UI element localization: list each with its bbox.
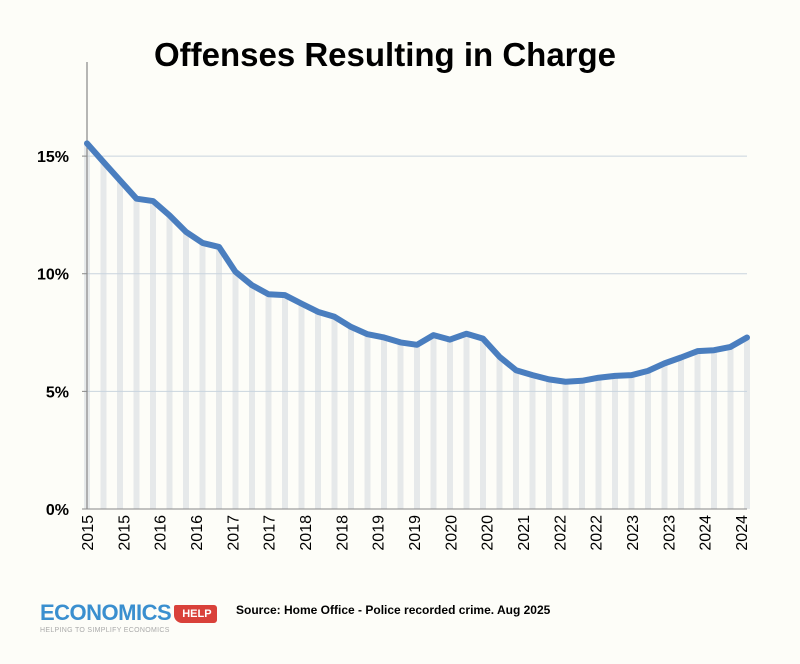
x-tick-label: 2021	[516, 515, 533, 551]
x-tick-label: 2018	[298, 515, 315, 551]
x-tick-label: 2020	[443, 515, 460, 551]
source-note: Source: Home Office - Police recorded cr…	[236, 603, 551, 617]
x-tick-label: 2020	[480, 515, 497, 551]
y-tick-label: 0%	[46, 502, 69, 519]
logo-badge: HELP	[174, 605, 217, 623]
chart-title: Offenses Resulting in Charge	[153, 36, 617, 73]
x-tick-label: 2022	[552, 515, 569, 551]
x-tick-label: 2019	[371, 515, 388, 551]
x-tick-label: 2017	[225, 515, 242, 551]
y-tick-label: 5%	[46, 384, 69, 401]
x-tick-label: 2023	[661, 515, 678, 551]
x-tick-label: 2023	[625, 515, 642, 551]
x-tick-label: 2017	[262, 515, 279, 551]
x-tick-label: 2015	[80, 515, 97, 551]
logo-tagline: HELPING TO SIMPLIFY ECONOMICS	[40, 627, 170, 634]
logo-text: ECONOMICS	[40, 600, 172, 625]
x-tick-label: 2016	[153, 515, 170, 551]
y-tick-label: 15%	[37, 149, 69, 166]
x-tick-label: 2018	[334, 515, 351, 551]
x-tick-label: 2022	[589, 515, 606, 551]
x-tick-label: 2016	[189, 515, 206, 551]
x-tick-label: 2024	[698, 515, 715, 551]
x-tick-label: 2024	[734, 515, 751, 551]
x-tick-label: 2019	[407, 515, 424, 551]
y-tick-label: 10%	[37, 267, 69, 284]
x-tick-label: 2015	[116, 515, 133, 551]
economics-help-logo: ECONOMICS HELP HELPING TO SIMPLIFY ECONOM…	[40, 600, 217, 634]
